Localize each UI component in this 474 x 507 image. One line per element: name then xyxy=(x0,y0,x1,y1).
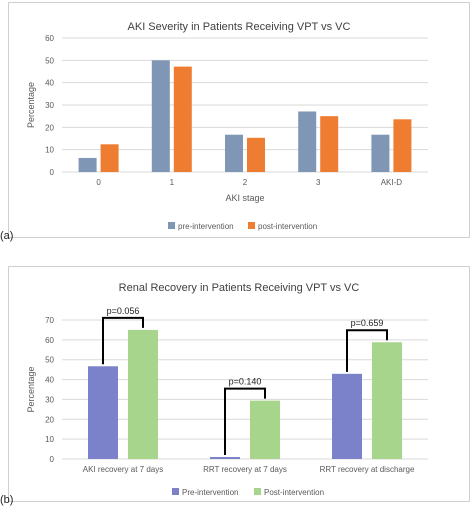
y-axis-label: Percentage xyxy=(26,82,36,128)
bar-pre xyxy=(78,157,97,172)
y-tick-label: 60 xyxy=(45,34,54,43)
p-value-label: p=0.659 xyxy=(351,318,384,328)
significance-bracket xyxy=(346,329,388,372)
bar-post xyxy=(250,400,280,459)
panel-label-b: (b) xyxy=(0,494,14,506)
legend-swatch xyxy=(168,222,175,229)
p-value-label: p=0.056 xyxy=(107,306,140,316)
bar-pre xyxy=(298,111,317,172)
x-axis-label: AKI stage xyxy=(225,193,264,203)
y-tick-label: 30 xyxy=(45,395,54,404)
y-tick-label: 10 xyxy=(45,146,54,155)
bar-pre xyxy=(151,60,170,173)
bar-post xyxy=(247,137,265,172)
y-tick-label: 20 xyxy=(45,415,54,424)
y-tick-label: 40 xyxy=(45,79,54,88)
x-tick-label: 2 xyxy=(243,178,248,187)
y-axis-label: Percentage xyxy=(26,366,36,412)
bar-pre xyxy=(371,134,390,172)
x-tick-label: RRT recovery at 7 days xyxy=(203,465,287,474)
chart-a: AKI Severity in Patients Receiving VPT v… xyxy=(26,21,428,231)
x-tick-label: 1 xyxy=(170,178,175,187)
bar-pre xyxy=(210,457,240,459)
y-tick-label: 30 xyxy=(45,101,54,110)
x-tick-label: AKI recovery at 7 days xyxy=(83,465,163,474)
chart-a-frame xyxy=(8,2,470,238)
y-tick-label: 50 xyxy=(45,56,54,65)
bar-pre xyxy=(225,134,243,172)
x-tick-label: RRT recovery at discharge xyxy=(320,465,415,474)
panel-label-a: (a) xyxy=(0,230,14,242)
x-tick-label: 3 xyxy=(316,178,321,187)
bar-post xyxy=(128,329,158,459)
bar-post xyxy=(173,66,192,172)
y-tick-label: 50 xyxy=(45,356,54,365)
y-tick-label: 10 xyxy=(45,435,54,444)
y-tick-label: 0 xyxy=(50,455,55,464)
y-tick-label: 0 xyxy=(50,168,55,177)
y-tick-label: 60 xyxy=(45,336,54,345)
significance-bracket xyxy=(224,387,266,456)
y-tick-label: 70 xyxy=(45,316,54,325)
bar-post xyxy=(100,144,119,172)
legend-swatch xyxy=(172,488,179,495)
legend-label: post-intervention xyxy=(258,222,317,231)
bar-post xyxy=(320,116,339,172)
x-tick-label: 0 xyxy=(96,178,101,187)
legend-swatch xyxy=(248,222,255,229)
legend-swatch xyxy=(254,488,261,495)
legend-label: Post-intervention xyxy=(264,488,324,497)
bar-post xyxy=(393,119,412,172)
bar-pre xyxy=(332,373,362,459)
x-tick-label: AKI-D xyxy=(381,178,403,187)
legend-label: pre-intervention xyxy=(178,222,234,231)
p-value-label: p=0.140 xyxy=(229,377,262,387)
significance-bracket xyxy=(102,316,144,365)
y-tick-label: 40 xyxy=(45,376,54,385)
bar-post xyxy=(372,342,402,459)
chart-title: AKI Severity in Patients Receiving VPT v… xyxy=(128,21,351,33)
y-tick-label: 20 xyxy=(45,123,54,132)
chart-title: Renal Recovery in Patients Receiving VPT… xyxy=(119,282,360,294)
legend-label: Pre-intervention xyxy=(182,488,238,497)
bar-pre xyxy=(88,366,118,459)
